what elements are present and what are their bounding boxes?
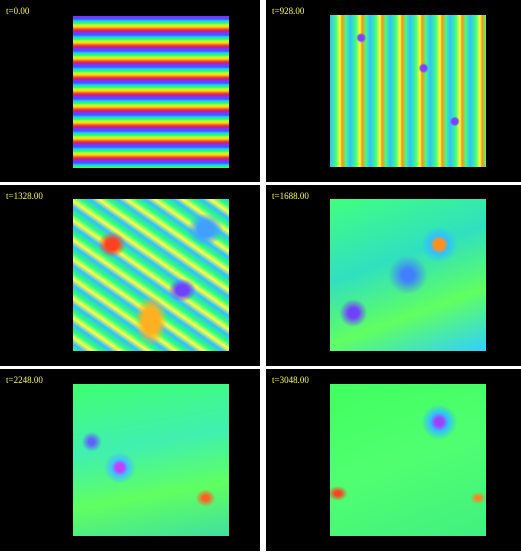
simulation-image bbox=[330, 384, 486, 536]
panel: t=3048.00 bbox=[266, 369, 521, 551]
panel: t=928.00 bbox=[266, 0, 521, 182]
panel: t=0.00 bbox=[0, 0, 260, 182]
time-label: t=2248.00 bbox=[6, 375, 43, 385]
time-label: t=928.00 bbox=[272, 6, 304, 16]
simulation-image bbox=[73, 384, 229, 536]
simulation-image bbox=[330, 15, 486, 167]
simulation-image bbox=[73, 199, 229, 351]
time-label: t=1688.00 bbox=[272, 191, 309, 201]
time-label: t=0.00 bbox=[6, 6, 29, 16]
time-label: t=3048.00 bbox=[272, 375, 309, 385]
figure: t=0.00 t=928.00 t=1328.00 t=1688.00 t=22… bbox=[0, 0, 521, 552]
simulation-image bbox=[73, 16, 229, 168]
simulation-image bbox=[330, 199, 486, 351]
panel: t=2248.00 bbox=[0, 369, 260, 551]
panel: t=1688.00 bbox=[266, 185, 521, 366]
time-label: t=1328.00 bbox=[6, 191, 43, 201]
panel: t=1328.00 bbox=[0, 185, 260, 366]
